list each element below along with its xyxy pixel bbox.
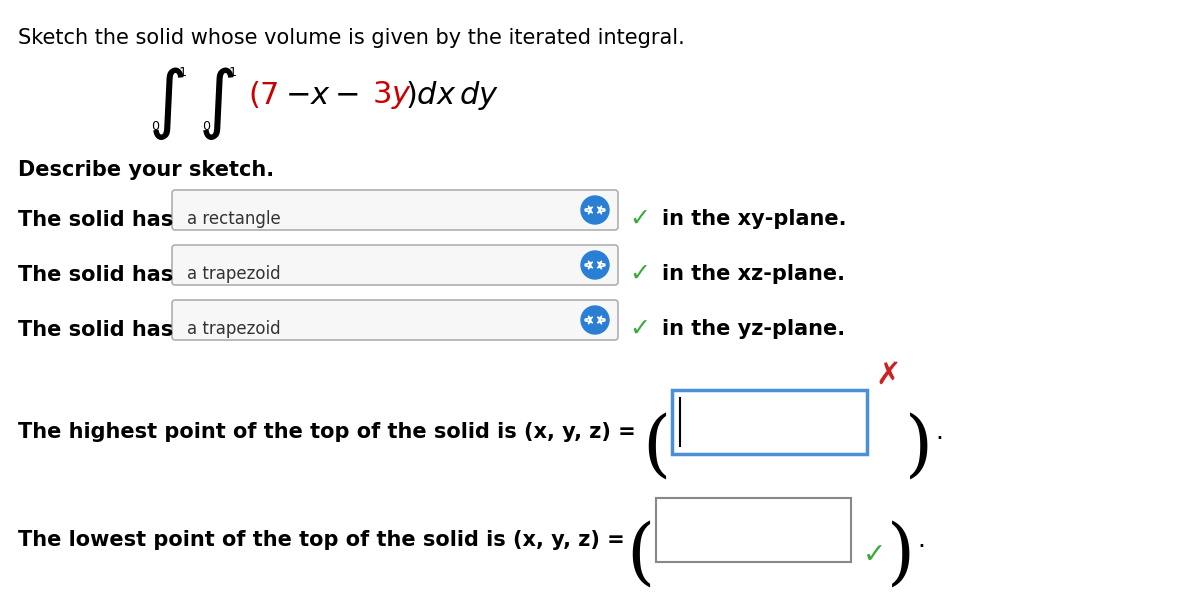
FancyBboxPatch shape (172, 190, 618, 230)
Text: a trapezoid: a trapezoid (187, 265, 281, 283)
Text: a rectangle: a rectangle (187, 210, 281, 228)
FancyBboxPatch shape (656, 498, 851, 562)
Text: The solid has: The solid has (18, 265, 173, 285)
Circle shape (581, 196, 610, 224)
FancyBboxPatch shape (172, 300, 618, 340)
Text: (: ( (642, 412, 670, 482)
Text: $_0$: $_0$ (202, 115, 211, 133)
Text: $3y$: $3y$ (372, 79, 412, 111)
Text: Describe your sketch.: Describe your sketch. (18, 160, 274, 180)
Text: The solid has: The solid has (18, 320, 173, 340)
Text: $)dx\,dy$: $)dx\,dy$ (406, 78, 499, 111)
Circle shape (581, 306, 610, 334)
FancyBboxPatch shape (172, 245, 618, 285)
Text: Sketch the solid whose volume is given by the iterated integral.: Sketch the solid whose volume is given b… (18, 28, 685, 48)
Text: ✓: ✓ (863, 541, 887, 569)
Text: 1,1,3: 1,1,3 (725, 530, 781, 550)
Text: The solid has: The solid has (18, 210, 173, 230)
Text: in the yz-plane.: in the yz-plane. (662, 319, 845, 339)
Text: $_0$: $_0$ (151, 115, 161, 133)
Text: $^1$: $^1$ (178, 68, 187, 86)
Text: The highest point of the top of the solid is (x, y, z) =: The highest point of the top of the soli… (18, 422, 636, 442)
Text: in the xy-plane.: in the xy-plane. (662, 209, 846, 229)
Text: ✓: ✓ (630, 262, 650, 286)
Text: ): ) (905, 412, 934, 482)
Text: in the xz-plane.: in the xz-plane. (662, 264, 845, 284)
Text: (: ( (626, 520, 654, 590)
Text: ): ) (887, 520, 916, 590)
Text: The lowest point of the top of the solid is (x, y, z) =: The lowest point of the top of the solid… (18, 530, 625, 550)
Text: $- x -$: $- x -$ (286, 80, 359, 109)
FancyBboxPatch shape (672, 390, 866, 454)
Text: ✗: ✗ (875, 361, 900, 390)
Text: $^1$: $^1$ (228, 68, 238, 86)
Circle shape (581, 251, 610, 279)
Text: .: . (917, 528, 925, 552)
Text: ✓: ✓ (630, 317, 650, 341)
Text: $(7$: $(7$ (248, 80, 278, 111)
Text: $\int$: $\int$ (148, 65, 185, 142)
Text: ✓: ✓ (630, 207, 650, 231)
Text: .: . (935, 420, 943, 444)
Text: a trapezoid: a trapezoid (187, 320, 281, 338)
Text: $\int$: $\int$ (198, 65, 234, 142)
